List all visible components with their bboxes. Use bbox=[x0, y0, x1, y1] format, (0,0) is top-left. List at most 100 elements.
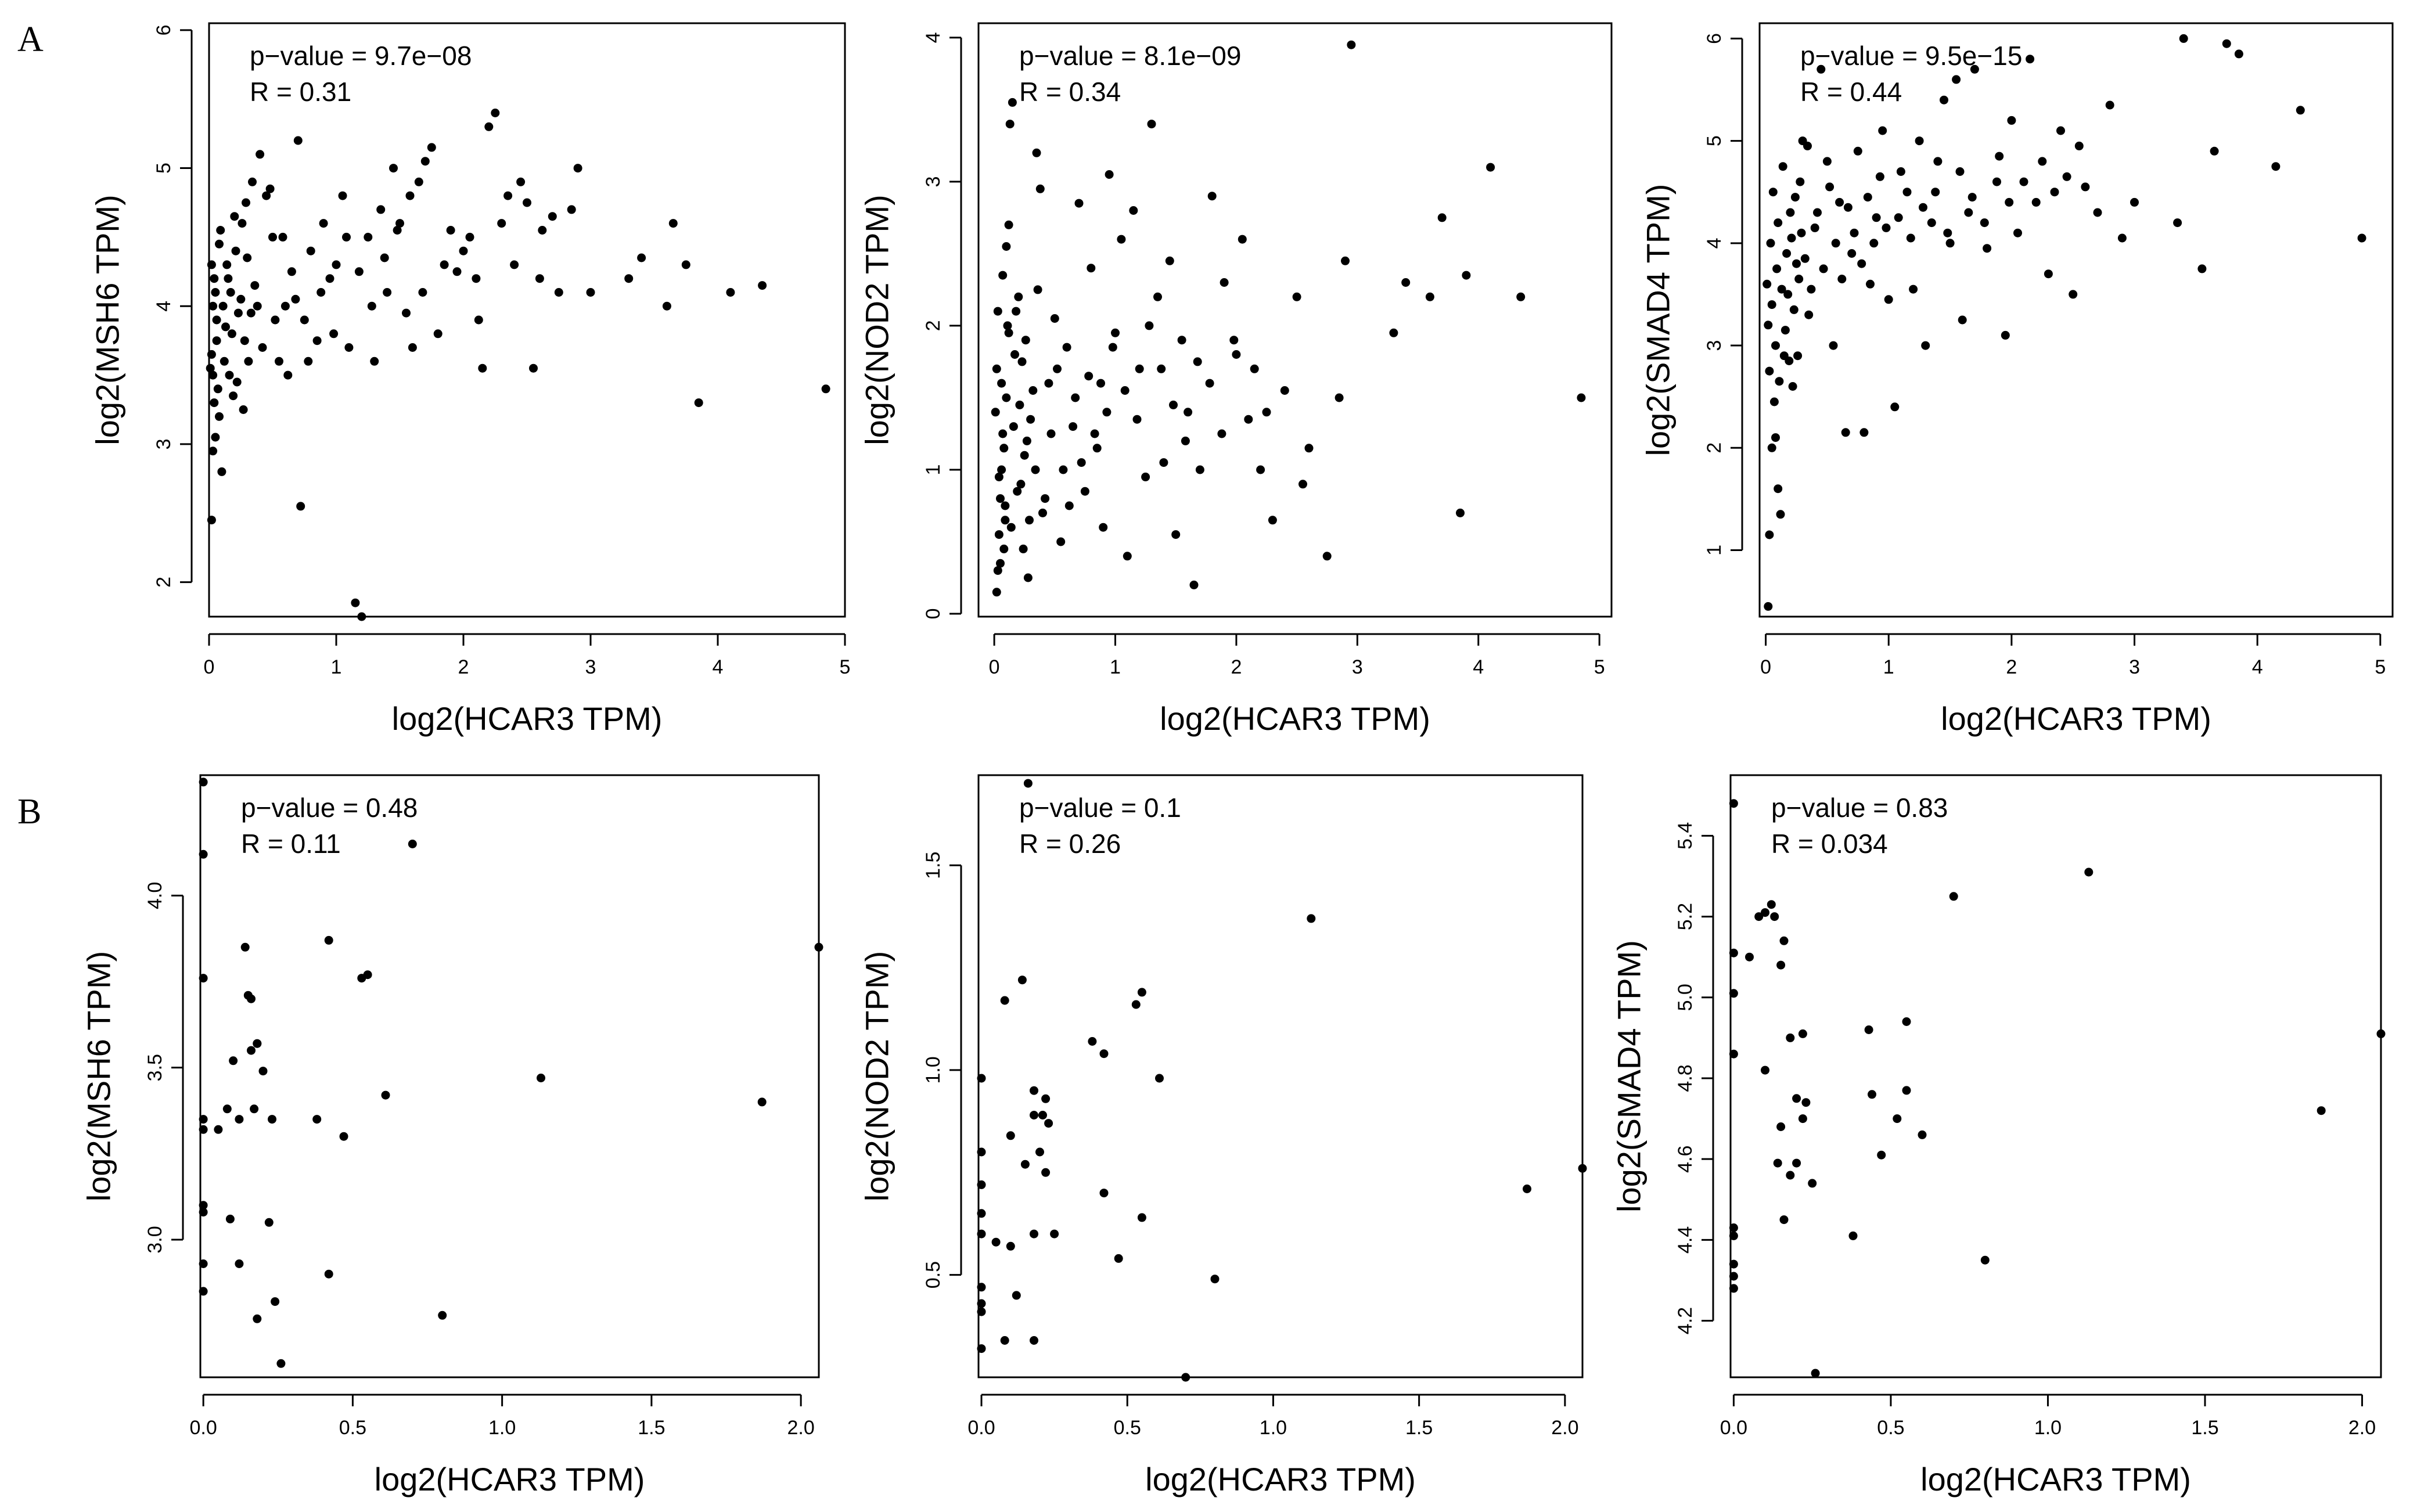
data-point bbox=[199, 777, 208, 787]
data-point bbox=[1000, 996, 1009, 1005]
data-point bbox=[276, 1359, 286, 1368]
data-point bbox=[1811, 1369, 1820, 1378]
data-point bbox=[395, 219, 404, 228]
data-point bbox=[207, 260, 216, 269]
data-point bbox=[1918, 1130, 1927, 1139]
data-point bbox=[199, 1125, 208, 1134]
data-point bbox=[1779, 1215, 1789, 1225]
data-point bbox=[1016, 480, 1026, 489]
data-point bbox=[977, 1209, 986, 1218]
data-point bbox=[1015, 400, 1024, 409]
data-point bbox=[452, 267, 462, 276]
r-value-annotation: R = 0.11 bbox=[241, 829, 341, 859]
data-point bbox=[1789, 305, 1798, 314]
data-point bbox=[1220, 278, 1229, 287]
p-value-annotation: p−value = 9.7e−08 bbox=[250, 41, 472, 71]
data-point bbox=[319, 219, 328, 228]
data-point bbox=[1875, 172, 1884, 181]
data-point bbox=[1298, 480, 1307, 489]
data-point bbox=[2038, 157, 2047, 166]
data-point bbox=[1776, 960, 1786, 970]
x-tick-label: 1 bbox=[1883, 656, 1894, 678]
data-point bbox=[1044, 379, 1053, 388]
data-point bbox=[1761, 908, 1769, 917]
data-point bbox=[222, 1104, 232, 1114]
data-point bbox=[1005, 120, 1015, 129]
data-point bbox=[497, 219, 506, 228]
data-point bbox=[1964, 208, 1973, 217]
data-point bbox=[757, 1097, 767, 1107]
data-point bbox=[1792, 1158, 1801, 1168]
data-point bbox=[1000, 1336, 1009, 1345]
data-point bbox=[408, 840, 417, 848]
data-point bbox=[2105, 100, 2114, 110]
data-point bbox=[1059, 465, 1068, 474]
data-point bbox=[357, 612, 366, 621]
data-point bbox=[1894, 213, 1903, 222]
data-point bbox=[268, 232, 277, 242]
x-tick-label: 2.0 bbox=[787, 1417, 814, 1439]
data-point bbox=[1808, 1179, 1817, 1188]
y-axis-title: log2(MSH6 TPM) bbox=[89, 195, 126, 445]
data-point bbox=[1884, 295, 1893, 304]
data-point bbox=[1766, 239, 1775, 248]
data-point bbox=[229, 391, 238, 401]
data-point bbox=[1729, 1049, 1738, 1059]
data-point bbox=[2317, 1106, 2326, 1115]
data-point bbox=[1035, 1147, 1044, 1157]
r-value-annotation: R = 0.34 bbox=[1019, 77, 1121, 107]
data-point bbox=[1940, 95, 1948, 105]
data-point bbox=[1822, 157, 1832, 166]
data-point bbox=[265, 184, 275, 193]
data-point bbox=[206, 363, 215, 373]
data-point bbox=[1038, 508, 1047, 517]
data-point bbox=[1764, 602, 1773, 611]
data-point bbox=[1120, 386, 1130, 395]
data-point bbox=[242, 198, 250, 207]
data-point bbox=[1080, 487, 1089, 496]
data-point bbox=[1292, 292, 1301, 301]
data-point bbox=[325, 274, 334, 283]
data-point bbox=[993, 307, 1002, 316]
r-value-annotation: R = 0.44 bbox=[1800, 77, 1902, 107]
x-tick-label: 5 bbox=[2375, 656, 2386, 678]
data-point bbox=[370, 357, 379, 366]
data-point bbox=[2173, 218, 2182, 228]
data-point bbox=[1002, 393, 1011, 402]
y-axis-title: log2(MSH6 TPM) bbox=[81, 951, 117, 1202]
data-point bbox=[275, 357, 283, 366]
data-point bbox=[1949, 892, 1958, 901]
data-point bbox=[1456, 508, 1465, 517]
data-point bbox=[1516, 292, 1526, 301]
data-point bbox=[478, 363, 487, 373]
x-tick-label: 0.5 bbox=[339, 1417, 366, 1439]
x-axis-title: log2(HCAR3 TPM) bbox=[1145, 1461, 1416, 1497]
data-point bbox=[1145, 321, 1154, 330]
data-point bbox=[474, 315, 483, 325]
data-point bbox=[367, 301, 376, 311]
data-point bbox=[992, 364, 1001, 373]
data-point bbox=[1878, 126, 1887, 135]
data-point bbox=[1729, 1259, 1738, 1269]
data-point bbox=[1786, 1033, 1795, 1042]
data-point bbox=[814, 942, 823, 952]
data-point bbox=[240, 336, 249, 345]
data-point bbox=[296, 502, 305, 511]
data-point bbox=[1307, 914, 1316, 923]
data-point bbox=[465, 232, 474, 242]
x-tick-label: 0.5 bbox=[1877, 1417, 1904, 1439]
data-point bbox=[1919, 203, 1927, 212]
data-point bbox=[977, 1229, 986, 1239]
data-point bbox=[2179, 34, 2188, 43]
data-point bbox=[1847, 249, 1857, 258]
data-point bbox=[344, 343, 354, 352]
data-point bbox=[1207, 192, 1217, 201]
data-point bbox=[1767, 900, 1776, 909]
x-tick-label: 2 bbox=[2006, 656, 2017, 678]
y-tick-label: 6 bbox=[153, 24, 175, 35]
data-point bbox=[1767, 443, 1776, 452]
x-tick-label: 2.0 bbox=[1551, 1417, 1578, 1439]
data-point bbox=[537, 1074, 545, 1082]
y-tick-label: 3.5 bbox=[144, 1054, 166, 1081]
data-point bbox=[1803, 141, 1812, 150]
